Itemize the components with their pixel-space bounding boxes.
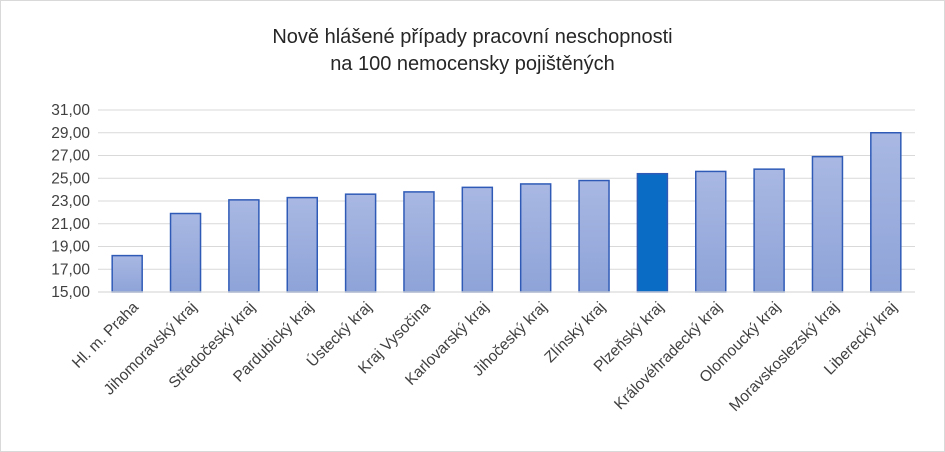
bar-14	[870, 132, 902, 293]
y-tick-label: 15,00	[51, 284, 90, 301]
chart-subtitle: na 100 nemocensky pojištěných	[330, 53, 615, 75]
y-axis: 15,00 17,00 19,00 21,00 23,00 25,00 27,00 29,00…	[51, 102, 90, 301]
y-tick-label: 31,00	[51, 102, 90, 119]
y-tick-label: 27,00	[51, 148, 90, 165]
y-tick-label: 17,00	[51, 261, 90, 278]
y-tick-label: 25,00	[51, 170, 90, 187]
x-tick-label: Moravskoslezský kraj	[726, 299, 842, 415]
y-tick-label: 29,00	[51, 125, 90, 142]
bar-5	[344, 193, 377, 293]
y-tick-label: 21,00	[51, 216, 90, 233]
x-tick-label: Královéhradecký kraj	[611, 299, 725, 413]
chart-title: Nově hlášené případy pracovní neschopnos…	[272, 26, 673, 48]
bar-3	[228, 199, 260, 293]
gridlines	[98, 109, 915, 293]
y-tick-label: 19,00	[51, 239, 90, 256]
bar-1	[111, 254, 143, 293]
bar-6	[403, 191, 435, 293]
bar-10	[636, 172, 669, 293]
bar-7	[461, 186, 494, 293]
bars	[111, 132, 902, 293]
bar-4	[286, 196, 318, 293]
y-tick-label: 23,00	[51, 193, 90, 210]
bar-8	[519, 183, 552, 293]
bar-11	[695, 170, 727, 293]
bar-13	[811, 155, 844, 293]
bar-9	[578, 179, 610, 293]
bar-12	[753, 168, 785, 293]
bar-2	[169, 212, 202, 293]
